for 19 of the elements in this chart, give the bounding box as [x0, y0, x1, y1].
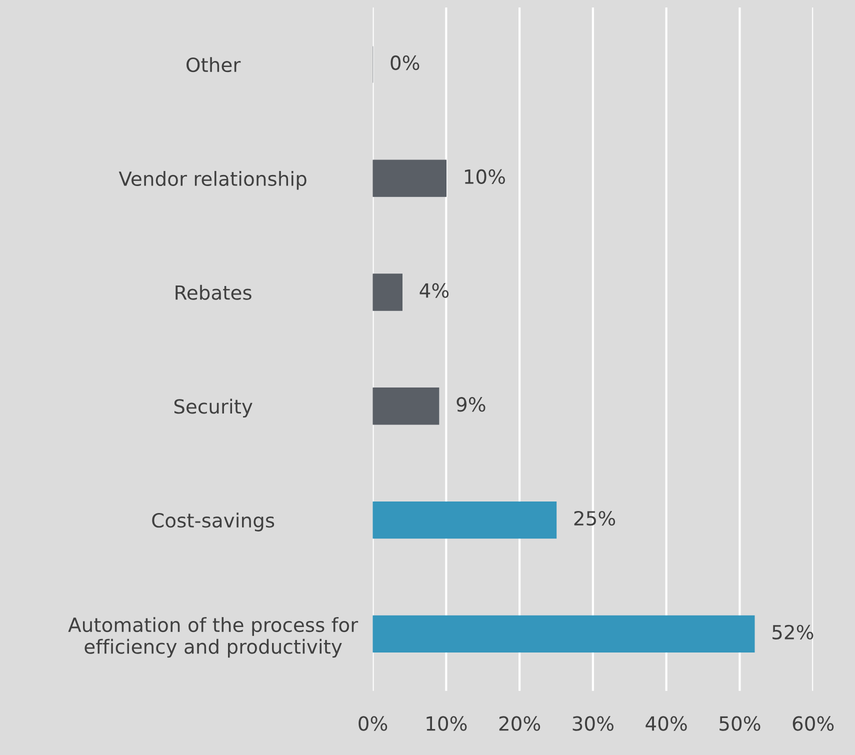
y-tick-label: Rebates [176, 284, 252, 300]
y-tick-label: Vendor relationship [118, 170, 306, 190]
y-tick-label: Automation of the process for efficiency and productivity [68, 617, 358, 658]
data-label: 10% [464, 169, 505, 184]
data-label: 0% [390, 55, 420, 70]
x-tick-label: 10% [426, 716, 467, 731]
y-tick-label: Cost-savings [152, 512, 274, 532]
data-label: 4% [420, 283, 449, 298]
data-label: 25% [574, 510, 616, 526]
y-tick-label: Other [186, 57, 241, 72]
x-tick-label: 20% [499, 716, 540, 731]
x-tick-label: 60% [792, 716, 834, 731]
data-label: 52% [772, 624, 814, 640]
x-tick-label: 0% [358, 716, 388, 731]
data-label: 9% [456, 397, 486, 412]
x-tick-label: 50% [720, 716, 760, 731]
x-tick-label: 30% [572, 716, 614, 731]
x-tick-label: 40% [646, 716, 687, 731]
y-tick-label: Security [174, 398, 252, 418]
